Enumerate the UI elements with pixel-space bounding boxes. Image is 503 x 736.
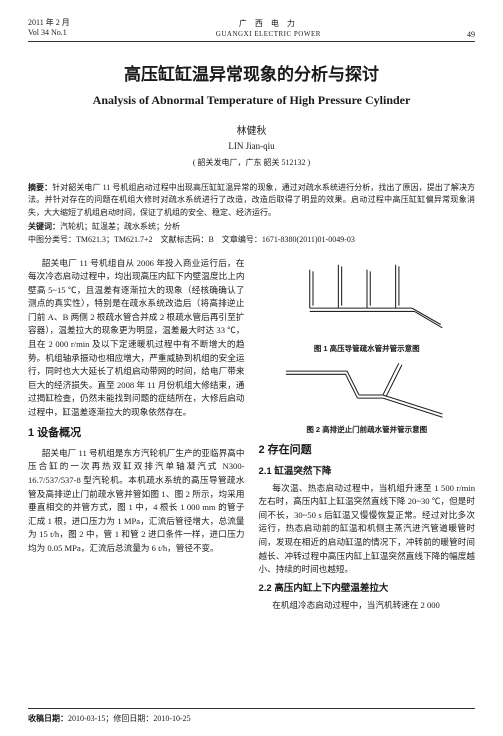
right-column: 图 1 高压导管疏水管并管示意图 图 2 高排逆止门前疏水管 (259, 257, 476, 615)
figure-1-svg (277, 263, 457, 341)
header-date: 2011 年 2 月 (28, 18, 70, 28)
footer: 收稿日期：2010-03-15；修回日期：2010-10-25 (28, 708, 475, 724)
section-2-2-text: 在机组冷态启动过程中，当汽机转速在 2 000 (259, 599, 476, 613)
footer-text: 2010-03-15；修回日期：2010-10-25 (68, 714, 191, 723)
section-2-1-text: 每次温、热态启动过程中，当机组升速至 1 500 r/min 左右时，高压内缸上… (259, 482, 476, 577)
author-en: LIN Jian-qiu (28, 141, 475, 151)
section-2-2-title: 2.2 高压内缸上下内壁温差拉大 (259, 581, 476, 596)
author-cn: 林健秋 (28, 122, 475, 137)
header-vol: Vol 34 No.1 (28, 28, 70, 38)
intro-para: 韶关电厂 11 号机组自从 2006 年投入商业运行后，在每次冷态启动过程中，均… (28, 257, 245, 420)
clc-label: 中图分类号： (28, 235, 76, 244)
art-number: 1671-8380(2011)01-0049-03 (262, 235, 355, 244)
abstract-text: 针对韶关电厂 11 号机组启动过程中出现高压缸缸温异常的现象，通过对疏水系统进行… (28, 183, 475, 217)
figure-1 (259, 263, 476, 341)
keywords-label: 关键词： (28, 222, 60, 231)
figure-2-svg (277, 360, 457, 422)
figure-2-caption: 图 2 高排逆止门前疏水管并管示意图 (259, 424, 476, 436)
journal-en: GUANGXI ELECTRIC POWER (216, 30, 321, 39)
title-cn: 高压缸缸温异常现象的分析与探讨 (28, 60, 475, 85)
abstract-label: 摘要： (28, 183, 52, 192)
footer-label: 收稿日期： (28, 714, 68, 723)
keywords: 关键词：汽轮机；缸温差；疏水系统；分析 (28, 221, 475, 234)
journal-cn: 广 西 电 力 (216, 19, 321, 29)
header-center: 广 西 电 力 GUANGXI ELECTRIC POWER (216, 19, 321, 38)
title-en: Analysis of Abnormal Temperature of High… (28, 93, 475, 108)
clc: TM621.3；TM621.7+2 (76, 235, 153, 244)
doc-label: 文献标志码： (161, 235, 209, 244)
section-1-text: 韶关电厂 11 号机组是东方汽轮机厂生产的亚临界高中压合缸的一次再热双缸双排汽单… (28, 447, 245, 556)
body-columns: 韶关电厂 11 号机组自从 2006 年投入商业运行后，在每次冷态启动过程中，均… (28, 257, 475, 615)
left-column: 韶关电厂 11 号机组自从 2006 年投入商业运行后，在每次冷态启动过程中，均… (28, 257, 245, 615)
page-number: 49 (467, 30, 475, 39)
section-2-title: 2 存在问题 (259, 442, 476, 459)
keywords-text: 汽轮机；缸温差；疏水系统；分析 (60, 222, 180, 231)
header-left: 2011 年 2 月 Vol 34 No.1 (28, 18, 70, 39)
abstract: 摘要：针对韶关电厂 11 号机组启动过程中出现高压缸缸温异常的现象，通过对疏水系… (28, 182, 475, 219)
classification-line: 中图分类号：TM621.3；TM621.7+2 文献标志码：B 文章编号：167… (28, 234, 475, 247)
author-affil: ( 韶关发电厂，广东 韶关 512132 ) (28, 157, 475, 168)
section-1-title: 1 设备概况 (28, 425, 245, 442)
figure-1-caption: 图 1 高压导管疏水管并管示意图 (259, 343, 476, 355)
section-2-1-title: 2.1 缸温突然下降 (259, 464, 476, 479)
art-label: 文章编号： (222, 235, 262, 244)
doc-code: B (209, 235, 214, 244)
figure-2 (259, 360, 476, 422)
page-header: 2011 年 2 月 Vol 34 No.1 广 西 电 力 GUANGXI E… (28, 18, 475, 42)
